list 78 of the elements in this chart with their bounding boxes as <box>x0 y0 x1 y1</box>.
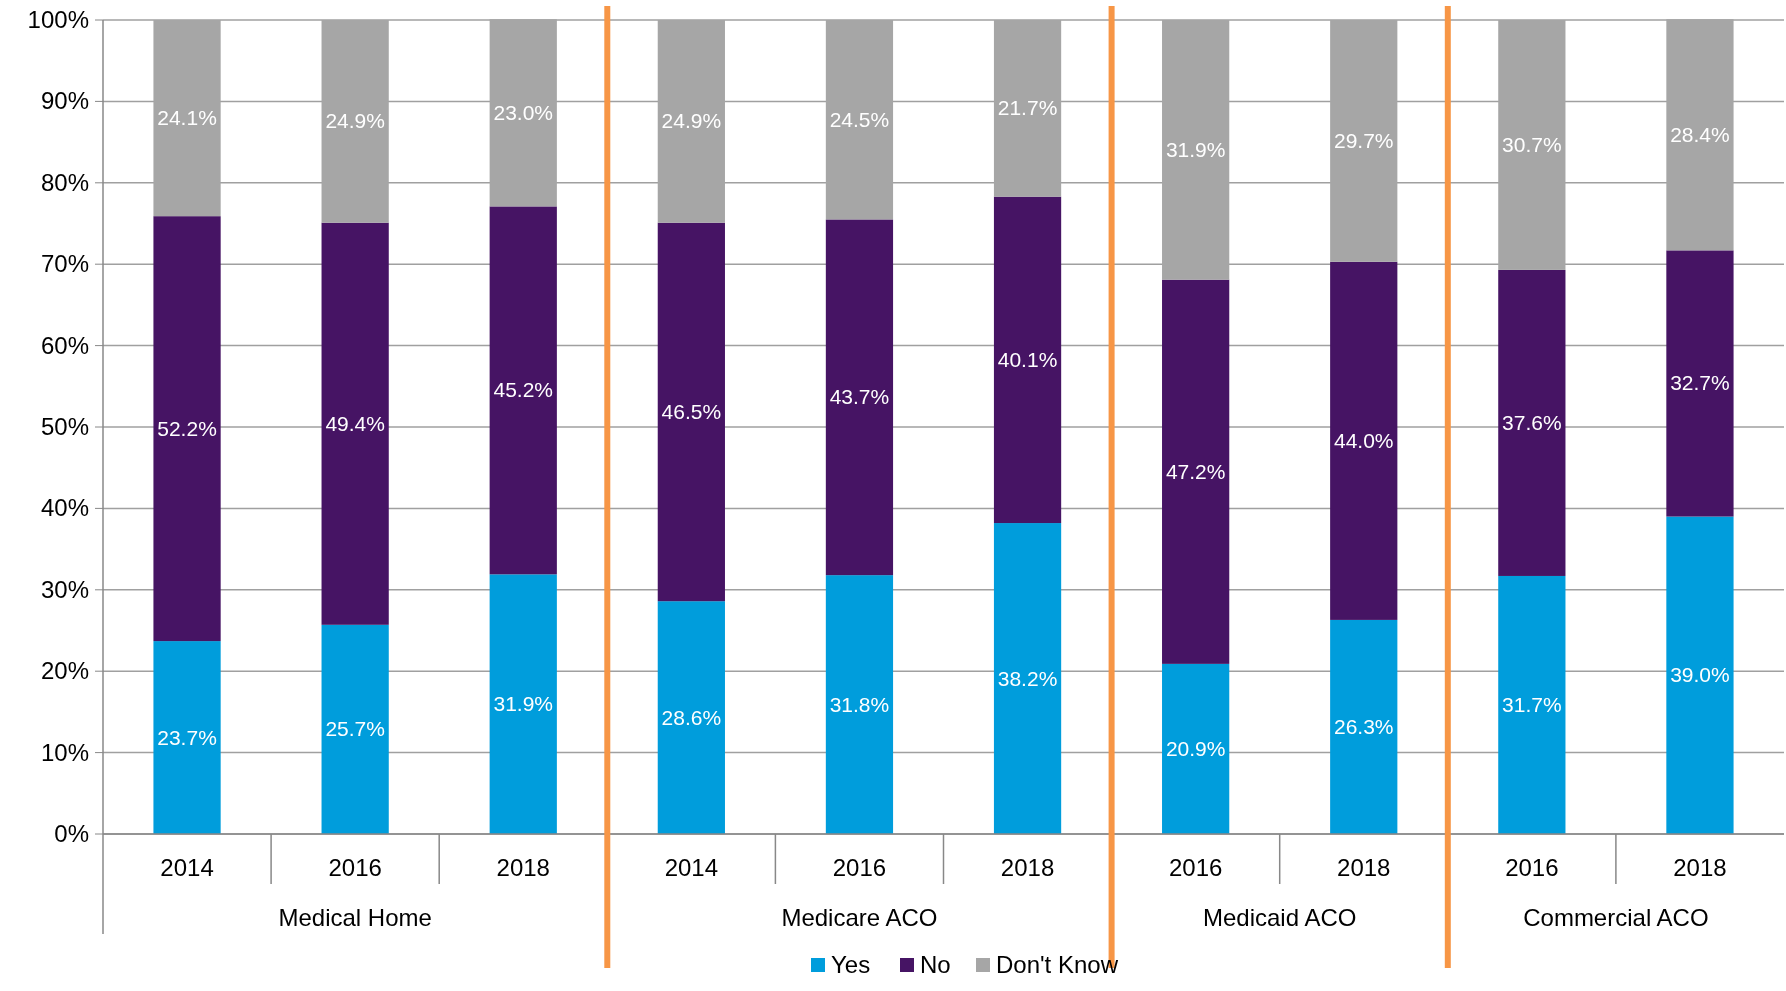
data-label: 31.8% <box>829 692 890 716</box>
data-label: 47.2% <box>1165 459 1226 483</box>
data-label: 46.5% <box>661 399 722 423</box>
data-label: 24.9% <box>661 109 722 133</box>
text: Commercial ACO <box>1523 904 1709 931</box>
bar <box>321 222 389 625</box>
y-tick-label: 0% <box>54 820 89 847</box>
data-label: 25.7% <box>325 717 385 741</box>
x-tick-label: 2018 <box>1337 854 1391 881</box>
y-tick-label: 90% <box>40 87 89 115</box>
data-label: 23.7% <box>157 725 217 749</box>
bar <box>993 523 1062 834</box>
bar <box>489 574 557 834</box>
data-label: 44.0% <box>1333 428 1394 452</box>
y-tick-label: 60% <box>40 331 89 359</box>
legend-label: No <box>920 951 951 978</box>
y-tick-label: 10% <box>40 738 89 766</box>
x-tick-label: 2018 <box>1000 854 1055 881</box>
data-label: 45.2% <box>493 378 554 402</box>
bar <box>1162 663 1230 834</box>
x-tick-label: 2014 <box>160 854 214 881</box>
bar <box>489 206 557 575</box>
text: Medicaid ACO <box>1203 904 1357 931</box>
bar <box>1498 575 1566 834</box>
y-tick-label: 70% <box>40 250 89 278</box>
x-tick-label: 2016 <box>1505 854 1559 881</box>
data-label: 31.9% <box>493 692 554 716</box>
data-label: 38.2% <box>997 666 1058 690</box>
x-tick-label: 2016 <box>1168 854 1223 881</box>
data-label: 24.1% <box>157 106 217 130</box>
text: Medical Home <box>278 904 432 931</box>
data-label: 29.7% <box>1333 128 1394 152</box>
data-label: 32.7% <box>1670 371 1730 395</box>
y-tick-label: 100% <box>27 6 89 33</box>
data-label: 52.2% <box>157 416 217 440</box>
bar <box>153 641 221 834</box>
legend-label: Don't Know <box>996 951 1119 978</box>
data-label: 26.3% <box>1333 714 1394 738</box>
bar <box>1666 250 1734 517</box>
x-tick-label: 2016 <box>328 854 382 881</box>
bar <box>825 219 894 576</box>
data-label: 30.7% <box>1502 132 1562 156</box>
bar <box>1162 279 1230 664</box>
text: Medicare ACO <box>781 904 938 931</box>
data-label: 37.6% <box>1502 410 1562 434</box>
bar <box>1330 261 1398 620</box>
data-label: 23.0% <box>493 100 554 124</box>
bar <box>321 624 389 834</box>
data-label: 39.0% <box>1670 663 1730 687</box>
bar <box>657 601 725 834</box>
data-label: 49.4% <box>325 411 385 435</box>
data-label: 31.9% <box>1165 137 1226 161</box>
bar <box>657 222 725 602</box>
data-label: 28.6% <box>661 705 722 729</box>
bar <box>993 196 1062 524</box>
bar <box>825 575 894 834</box>
bar <box>153 216 221 642</box>
bar <box>1330 619 1398 834</box>
data-label: 40.1% <box>997 347 1058 371</box>
y-tick-label: 30% <box>40 575 89 603</box>
data-label: 20.9% <box>1165 736 1226 760</box>
y-tick-label: 40% <box>40 494 89 522</box>
data-label: 24.9% <box>325 109 385 133</box>
data-label: 31.7% <box>1502 692 1562 716</box>
x-tick-label: 2018 <box>496 854 550 881</box>
x-tick-label: 2016 <box>832 854 887 881</box>
y-tick-label: 80% <box>40 168 89 196</box>
bar <box>1498 269 1566 576</box>
x-tick-label: 2014 <box>664 854 719 881</box>
data-label: 43.7% <box>829 385 890 409</box>
data-label: 24.5% <box>829 107 890 131</box>
y-tick-label: 50% <box>40 413 89 440</box>
data-label: 21.7% <box>997 96 1058 120</box>
x-tick-label: 2018 <box>1673 854 1727 881</box>
legend-label: Yes <box>831 951 871 978</box>
data-label: 28.4% <box>1670 122 1730 146</box>
y-tick-label: 20% <box>40 657 89 685</box>
bar <box>1666 516 1734 834</box>
